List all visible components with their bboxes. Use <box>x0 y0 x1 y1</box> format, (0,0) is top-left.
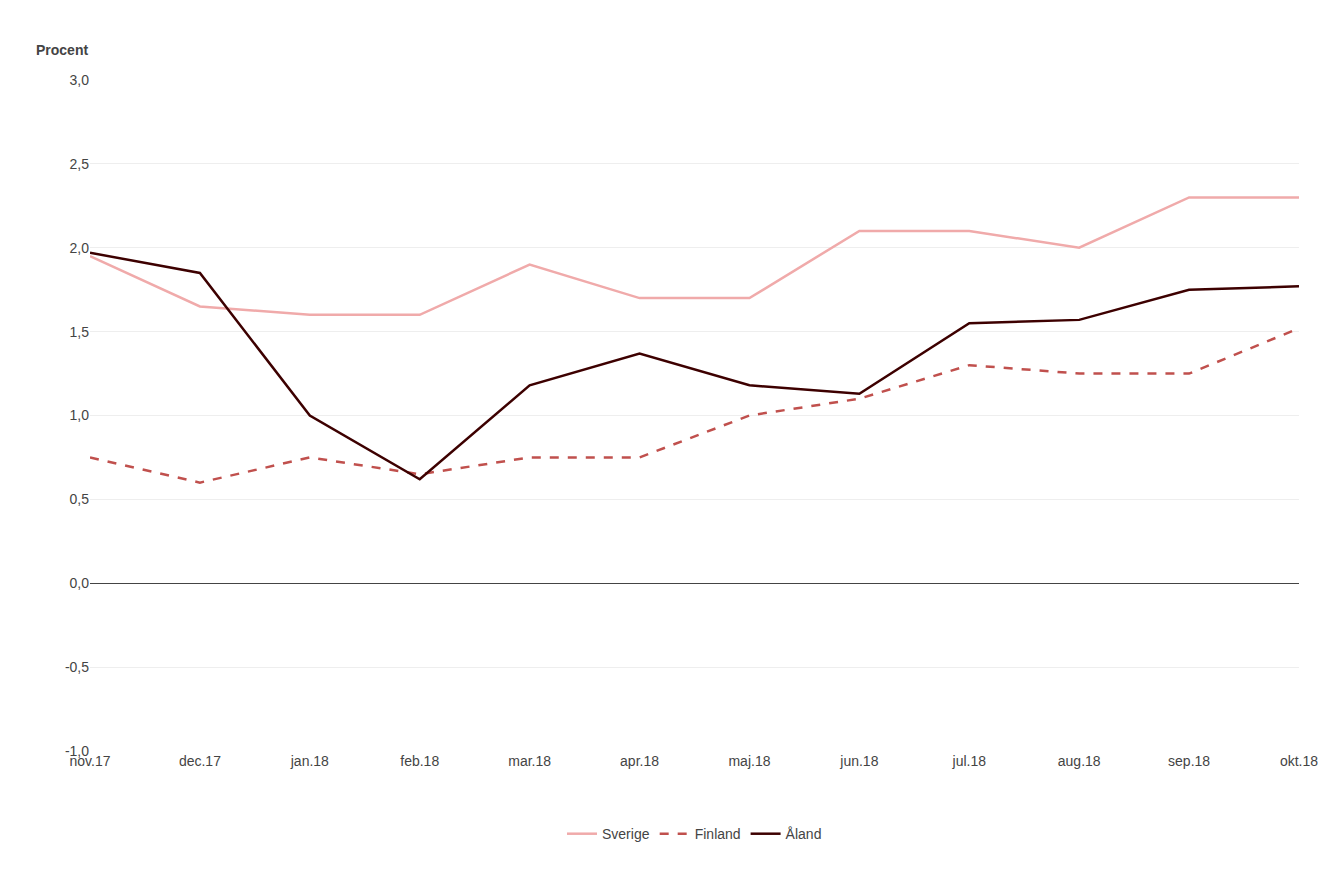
svg-text:jan.18: jan.18 <box>290 753 329 769</box>
svg-text:aug.18: aug.18 <box>1058 753 1101 769</box>
svg-text:dec.17: dec.17 <box>179 753 221 769</box>
svg-text:okt.18: okt.18 <box>1280 753 1318 769</box>
svg-text:Procent: Procent <box>36 42 88 58</box>
svg-text:2,0: 2,0 <box>70 240 90 256</box>
svg-text:0,5: 0,5 <box>70 491 90 507</box>
svg-text:3,0: 3,0 <box>70 72 90 88</box>
svg-text:apr.18: apr.18 <box>620 753 659 769</box>
svg-text:maj.18: maj.18 <box>728 753 770 769</box>
svg-text:jul.18: jul.18 <box>952 753 987 769</box>
svg-text:nov.17: nov.17 <box>70 753 111 769</box>
svg-text:jun.18: jun.18 <box>839 753 878 769</box>
svg-text:sep.18: sep.18 <box>1168 753 1210 769</box>
svg-text:feb.18: feb.18 <box>400 753 439 769</box>
svg-text:1,5: 1,5 <box>70 324 90 340</box>
svg-text:Finland: Finland <box>695 826 741 842</box>
svg-text:2,5: 2,5 <box>70 156 90 172</box>
svg-text:1,0: 1,0 <box>70 407 90 423</box>
svg-text:0,0: 0,0 <box>70 575 90 591</box>
svg-text:-1,0: -1,0 <box>65 743 89 759</box>
svg-text:Sverige: Sverige <box>602 826 650 842</box>
svg-text:Åland: Åland <box>786 826 822 842</box>
svg-text:-0,5: -0,5 <box>65 659 89 675</box>
svg-text:mar.18: mar.18 <box>508 753 551 769</box>
